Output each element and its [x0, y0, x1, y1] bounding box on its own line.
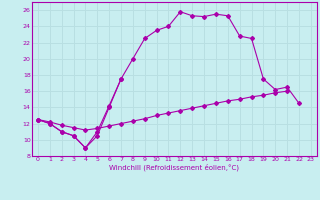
- X-axis label: Windchill (Refroidissement éolien,°C): Windchill (Refroidissement éolien,°C): [109, 164, 239, 171]
